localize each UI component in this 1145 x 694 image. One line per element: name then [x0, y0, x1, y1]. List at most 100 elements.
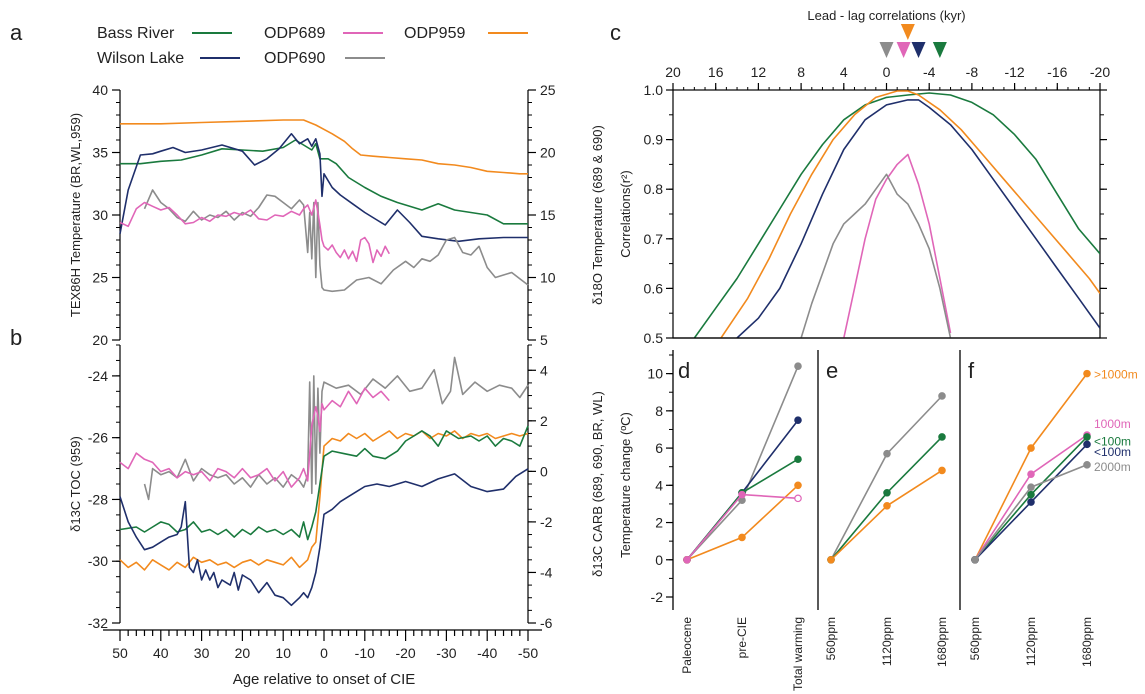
- panel-letter-d: d: [678, 358, 690, 383]
- chart-e-category-label: 1120ppm: [880, 617, 894, 666]
- chart-d-point: [683, 555, 691, 564]
- tick-label-a-left: 25: [92, 270, 108, 286]
- chart-d-category-label: Paleocene: [680, 617, 694, 674]
- chart-d-point: [794, 416, 802, 424]
- chart-e-point: [827, 555, 835, 564]
- chart-f-category-label: 1680ppm: [1080, 617, 1094, 667]
- tick-label-b-right: -6: [540, 615, 553, 631]
- arrow-marker-0: [879, 42, 894, 58]
- tick-label-b-bottom: 0: [320, 645, 328, 661]
- arrow-marker-2: [896, 42, 911, 58]
- tick-label-b-right: 4: [540, 362, 548, 378]
- panel-letter-e: e: [826, 358, 838, 383]
- chart-c-lead-lag: Lead - lag correlations (kyr) 20 16 12 8 4 0 -4…: [618, 8, 1110, 346]
- series-c-1: [720, 90, 1100, 338]
- chart-d-point: [794, 455, 802, 464]
- chart-e-series-0: [830, 395, 943, 561]
- tick-label-b-bottom: 50: [112, 645, 128, 661]
- chart-f-series-label: <100m: [1094, 435, 1131, 449]
- chart-f-point: [971, 555, 979, 564]
- tick-label-a-left: 35: [92, 145, 108, 161]
- tick-label-b-left: -24: [88, 368, 108, 384]
- chart-e-point: [883, 501, 891, 510]
- chart-c-title: Lead - lag correlations (kyr): [807, 8, 965, 23]
- chart-e-category-label: 1680ppm: [935, 617, 949, 667]
- chart-f-point: [1083, 461, 1091, 469]
- chart-d-point: [794, 481, 802, 490]
- xlabel-b: Age relative to onset of CIE: [233, 671, 416, 688]
- tick-label-d-left: 6: [655, 440, 663, 456]
- panel-letter-f: f: [968, 358, 975, 383]
- chart-f-series-0: [974, 373, 1088, 561]
- tick-label-b-bottom: 20: [235, 645, 251, 661]
- chart-a-temperature: 20 25 30 35 40 5 10 15 20 25 TEX86H Temperature (B…: [68, 82, 605, 348]
- chart-d-category-label: pre-CIE: [735, 617, 749, 658]
- tick-label-a-left: 30: [92, 207, 108, 223]
- chart-f-series-label: 1000m: [1094, 417, 1131, 431]
- chart-f-series-4: [974, 464, 1088, 561]
- tick-label-c-top: 16: [708, 64, 724, 80]
- panel-letter-a: a: [10, 20, 23, 45]
- series-b-right-1: [119, 425, 529, 541]
- chart-f-point: [1027, 444, 1035, 452]
- ylabel-d: Temperature change (ºC): [618, 412, 633, 558]
- chart-f-point: [1083, 440, 1091, 449]
- panel-letter-c: c: [610, 20, 621, 45]
- tick-label-c-top: 12: [751, 64, 767, 80]
- chart-f-category-label: 560ppm: [968, 617, 982, 660]
- series-a-1: [120, 139, 528, 225]
- chart-f-series-label: 2000m: [1094, 460, 1131, 474]
- chart-e-point: [938, 466, 946, 475]
- tick-label-c-top: 4: [840, 64, 848, 80]
- chart-d-series-2: [686, 458, 799, 561]
- tick-label-a-left: 20: [92, 332, 108, 348]
- panel-letter-b: b: [10, 325, 22, 350]
- series-b-left-1: [119, 387, 390, 488]
- tick-label-d-left: 10: [647, 366, 663, 382]
- ylabel-c: Correlations(r²): [618, 170, 633, 257]
- legend-label-bass-river: Bass River: [97, 25, 175, 42]
- chart-f-point: [1083, 369, 1091, 378]
- tick-label-b-left: -28: [88, 491, 108, 507]
- chart-e-point: [938, 392, 946, 400]
- tick-label-d-left: 4: [655, 477, 663, 493]
- tick-label-d-left: 2: [655, 515, 663, 531]
- legend-label-odp959: ODP959: [404, 25, 465, 42]
- frame-c: [672, 89, 1101, 339]
- tick-label-a-right: 20: [540, 145, 556, 161]
- tick-label-c-top: 20: [665, 64, 681, 80]
- tick-label-a-right: 25: [540, 82, 556, 98]
- tick-label-c-top: -12: [1004, 64, 1024, 80]
- tick-label-c-left: 0.9: [644, 132, 664, 148]
- ylabel-a-left: TEX86H Temperature (BR,WL,959): [68, 113, 83, 317]
- tick-label-b-bottom: -40: [477, 645, 497, 661]
- tick-label-d-left: -2: [651, 589, 664, 605]
- legend-label-odp690: ODP690: [264, 50, 325, 67]
- chart-f-point: [1027, 470, 1035, 478]
- tick-label-a-left: 40: [92, 82, 108, 98]
- chart-f-point: [1027, 483, 1035, 491]
- series-c-2: [736, 99, 1100, 338]
- chart-d-series-0: [686, 365, 799, 561]
- chart-f-series-label: >1000m: [1094, 368, 1138, 382]
- chart-d-series-4: [686, 493, 799, 561]
- tick-label-c-top: -16: [1047, 64, 1067, 80]
- tick-label-b-bottom: -10: [355, 645, 375, 661]
- chart-d-temperature-change: -2 0 2 4 6 8 10 Temperature change (ºC) Paleocen…: [618, 337, 1100, 691]
- series-c-4: [800, 173, 952, 338]
- chart-d-point: [738, 490, 746, 499]
- ylabel-b-right: δ13C CARB (689, 690, BR, WL): [590, 391, 605, 577]
- tick-label-a-right: 5: [540, 332, 548, 348]
- tick-label-c-left: 1.0: [644, 82, 664, 98]
- chart-e-point: [938, 433, 946, 441]
- tick-label-b-left: -26: [88, 430, 108, 446]
- series-b-right-2: [119, 468, 529, 607]
- tick-label-c-top: 8: [797, 64, 805, 80]
- tick-label-b-right: -2: [540, 514, 553, 530]
- series-a-2: [119, 133, 528, 243]
- chart-f-category-label: 1120ppm: [1024, 617, 1038, 666]
- tick-label-b-right: 0: [540, 463, 548, 479]
- series-a-0: [120, 119, 528, 175]
- tick-label-b-right: -4: [540, 564, 553, 580]
- chart-f-depth-scenarios: 560ppm 1120ppm 1680ppm >1000m 1000m <100m<100…: [959, 350, 1138, 667]
